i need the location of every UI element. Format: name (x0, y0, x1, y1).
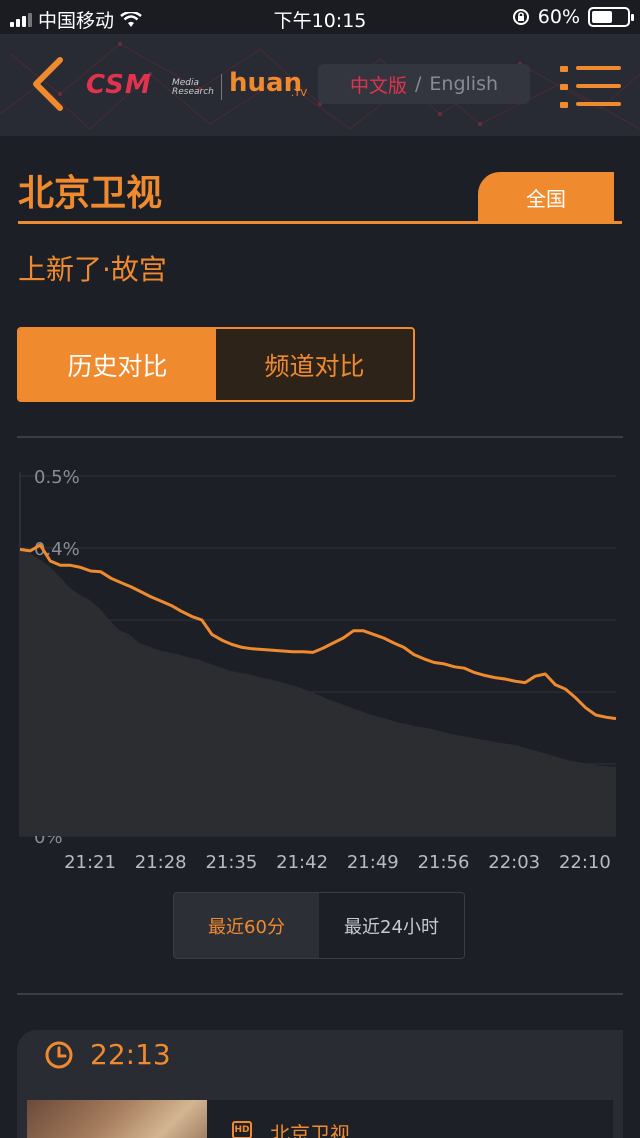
y-tick-label: 0.5% (34, 467, 80, 488)
logo-divider (221, 74, 222, 100)
channel-title: 北京卫视 (18, 164, 162, 216)
x-tick-label: 21:49 (347, 852, 399, 873)
menu-icon[interactable] (560, 66, 622, 110)
battery-icon (588, 7, 630, 27)
compare-tabs: 历史对比 频道对比 (17, 327, 415, 402)
tab-channel-compare[interactable]: 频道对比 (216, 329, 413, 400)
range-last-60-min[interactable]: 最近60分 (174, 893, 319, 958)
divider (17, 993, 623, 995)
huan-logo-tv: .TV (291, 88, 307, 99)
battery-percent: 60% (538, 6, 580, 28)
x-tick-label: 21:28 (135, 852, 187, 873)
timeline-time: 22:13 (90, 1038, 171, 1071)
rating-chart: 0.5%0.4%0.3%0.2%0.1%0%21:2121:2821:3521:… (0, 460, 640, 880)
csm-logo: CSM (86, 70, 152, 100)
x-tick-label: 22:10 (559, 852, 611, 873)
divider (17, 436, 623, 438)
lang-chinese[interactable]: 中文版 (350, 71, 407, 98)
csm-logo-subtitle: Media Research (172, 79, 214, 97)
title-underline (18, 221, 622, 224)
y-tick-label: 0.4% (34, 539, 80, 560)
lang-english[interactable]: English (429, 73, 498, 95)
orientation-lock-icon (512, 8, 530, 26)
program-title: 上新了·故宫 (18, 248, 167, 288)
hd-badge: HD (232, 1121, 252, 1138)
back-icon[interactable] (28, 54, 68, 114)
app-header: CSM Media Research huan .TV 中文版 / English (0, 34, 640, 136)
x-tick-label: 21:42 (276, 852, 328, 873)
x-tick-label: 21:56 (418, 852, 470, 873)
x-tick-label: 21:35 (205, 852, 257, 873)
status-bar: 中国移动 下午10:15 60% (0, 0, 640, 34)
list-channel-name: 北京卫视 (270, 1118, 350, 1138)
language-switch: 中文版 / English (318, 64, 530, 104)
x-tick-label: 22:03 (488, 852, 540, 873)
region-tab-national[interactable]: 全国 (478, 172, 614, 222)
status-right: 60% (512, 6, 630, 28)
range-last-24-hours[interactable]: 最近24小时 (319, 893, 464, 958)
lang-separator: / (415, 73, 421, 95)
time-range-toggle: 最近60分 最近24小时 (173, 892, 465, 959)
x-tick-label: 21:21 (64, 852, 116, 873)
program-thumbnail[interactable] (27, 1100, 207, 1138)
clock-icon (44, 1040, 74, 1070)
tab-history-compare[interactable]: 历史对比 (19, 329, 216, 400)
